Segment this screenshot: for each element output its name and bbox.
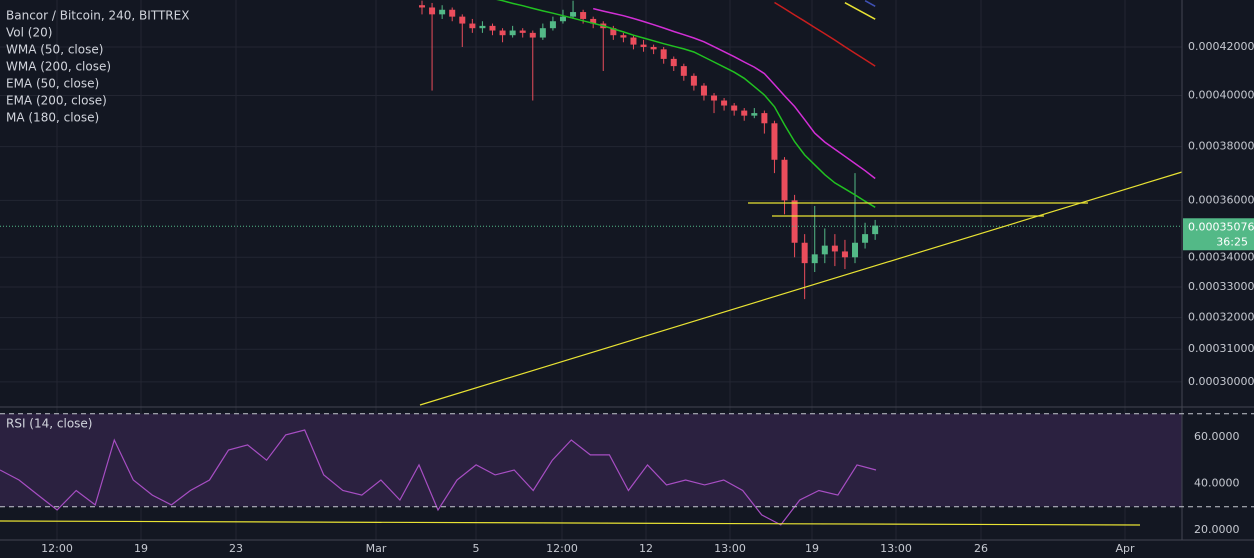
rsi-line bbox=[0, 429, 877, 526]
y-tick-label: 0.00040000 bbox=[1188, 89, 1254, 102]
x-tick-label: 13:00 bbox=[714, 542, 746, 555]
x-tick-label: 12:00 bbox=[41, 542, 73, 555]
indicator-line bbox=[774, 1, 876, 67]
rsi-band bbox=[0, 413, 1182, 507]
rsi-pane bbox=[0, 413, 1182, 526]
y-tick-label: 0.00033000 bbox=[1188, 280, 1254, 293]
candle-body bbox=[801, 242, 808, 264]
candle-body bbox=[459, 16, 466, 24]
x-tick-label: 13:00 bbox=[880, 542, 912, 555]
last-price-tag bbox=[1183, 218, 1254, 251]
candle-body bbox=[872, 225, 879, 235]
x-tick-label: 12 bbox=[639, 542, 653, 555]
candle-body bbox=[419, 5, 425, 8]
candle-body bbox=[590, 18, 597, 24]
trend-line bbox=[419, 171, 1183, 406]
y-tick-label: 40.0000 bbox=[1194, 476, 1240, 489]
candle-body bbox=[620, 35, 627, 38]
candle-body bbox=[559, 16, 566, 22]
candle-body bbox=[429, 7, 436, 15]
y-tick-label: 0.00034000 bbox=[1188, 250, 1254, 263]
price-pane bbox=[0, 0, 1182, 300]
candle-body bbox=[721, 100, 728, 106]
rsi-title: RSI (14, close) bbox=[6, 417, 92, 431]
y-tick-label: 20.0000 bbox=[1194, 523, 1240, 536]
candle-body bbox=[469, 23, 476, 29]
x-tick-label: Mar bbox=[366, 542, 387, 555]
candle-body bbox=[630, 37, 637, 45]
legend-entry: WMA (50, close) bbox=[6, 43, 103, 57]
y-tick-label: 0.00036000 bbox=[1188, 193, 1254, 206]
countdown: 36:25 bbox=[1216, 235, 1248, 248]
candle-body bbox=[831, 245, 838, 252]
candle-body bbox=[781, 159, 788, 201]
legend-entry: EMA (50, close) bbox=[6, 77, 99, 91]
candle-body bbox=[771, 123, 778, 160]
candle-body bbox=[711, 95, 718, 101]
candle-body bbox=[499, 30, 506, 36]
indicator-line bbox=[496, 0, 876, 208]
candle-body bbox=[570, 12, 577, 17]
candle-body bbox=[660, 49, 667, 59]
indicator-line bbox=[593, 7, 876, 180]
candle-body bbox=[841, 251, 848, 258]
y-tick-label: 60.0000 bbox=[1194, 430, 1240, 443]
candle-body bbox=[580, 12, 587, 19]
x-tick-label: Apr bbox=[1115, 542, 1135, 555]
y-tick-label: 0.00031000 bbox=[1188, 342, 1254, 355]
x-tick-label: 23 bbox=[229, 542, 243, 555]
legend-entry: MA (180, close) bbox=[6, 111, 99, 125]
x-tick-label: 19 bbox=[805, 542, 819, 555]
y-tick-label: 0.00038000 bbox=[1188, 140, 1254, 153]
legend-entry: Vol (20) bbox=[6, 26, 52, 40]
candle-body bbox=[529, 32, 536, 38]
legend-entry: EMA (200, close) bbox=[6, 94, 107, 108]
candle-body bbox=[751, 113, 758, 116]
candle-body bbox=[539, 28, 546, 38]
candle-body bbox=[852, 242, 859, 258]
candle-body bbox=[741, 110, 748, 116]
candle-body bbox=[821, 245, 828, 255]
y-tick-label: 0.00030000 bbox=[1188, 375, 1254, 388]
candle-body bbox=[449, 9, 456, 17]
candle-body bbox=[862, 234, 869, 243]
y-tick-label: 0.00042000 bbox=[1188, 40, 1254, 53]
candle-body bbox=[811, 254, 818, 264]
x-tick-label: 19 bbox=[134, 542, 148, 555]
candle-body bbox=[549, 21, 556, 29]
candle-body bbox=[479, 25, 486, 29]
candle-body bbox=[761, 113, 768, 124]
candle-body bbox=[509, 30, 516, 36]
candle-body bbox=[519, 30, 526, 33]
candle-body bbox=[439, 9, 446, 15]
x-tick-label: 12:00 bbox=[546, 542, 578, 555]
candle-body bbox=[610, 28, 617, 36]
candle-body bbox=[670, 58, 677, 67]
x-tick-label: 5 bbox=[473, 542, 480, 555]
candle-body bbox=[680, 66, 687, 76]
indicator-line bbox=[864, 0, 876, 7]
symbol-title: Bancor / Bitcoin, 240, BITTREX bbox=[6, 9, 189, 23]
candle-body bbox=[489, 25, 496, 31]
last-price-label: 0.00035076 bbox=[1188, 220, 1254, 233]
candle-body bbox=[690, 75, 697, 86]
candle-body bbox=[700, 85, 707, 96]
legend: Bancor / Bitcoin, 240, BITTREX Vol (20) … bbox=[6, 9, 189, 431]
candle-body bbox=[640, 44, 647, 47]
axes: 0.00030000 0.00031000 0.00032000 0.00033000… bbox=[41, 40, 1254, 555]
indicator-line bbox=[844, 2, 876, 20]
drawings bbox=[0, 171, 1183, 526]
candle-body bbox=[731, 105, 738, 111]
candle-body bbox=[650, 46, 657, 50]
rsi-trend-line bbox=[0, 520, 1141, 526]
x-tick-label: 26 bbox=[974, 542, 988, 555]
legend-entry: WMA (200, close) bbox=[6, 60, 111, 74]
y-tick-label: 0.00032000 bbox=[1188, 311, 1254, 324]
candle-body bbox=[791, 200, 798, 243]
